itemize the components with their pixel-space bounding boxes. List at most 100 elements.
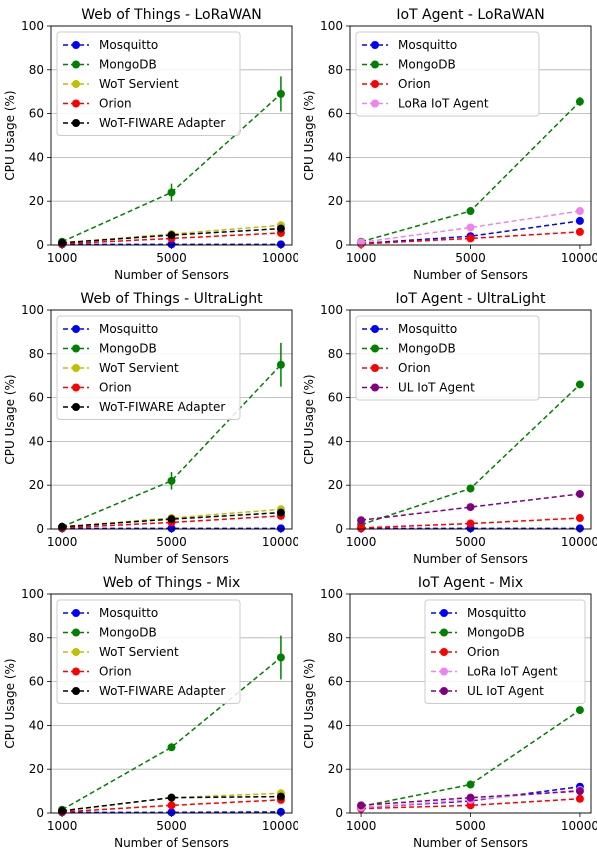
legend-marker: [371, 384, 379, 392]
y-axis-label: CPU Usage (%): [302, 374, 316, 464]
x-axis-label: Number of Sensors: [413, 836, 528, 850]
data-point: [357, 801, 365, 809]
data-point: [277, 654, 285, 662]
chart-title: Web of Things - Mix: [103, 575, 241, 591]
y-tick-label: 60: [328, 391, 343, 405]
data-point: [467, 234, 475, 242]
legend-marker: [371, 100, 379, 108]
legend-marker: [72, 384, 80, 392]
data-point: [168, 794, 176, 802]
y-tick-label: 40: [29, 150, 44, 164]
data-point: [277, 361, 285, 369]
y-axis-label: CPU Usage (%): [3, 658, 17, 748]
legend-marker: [371, 345, 379, 353]
y-tick-label: 80: [328, 63, 343, 77]
data-point: [576, 706, 584, 714]
y-tick-label: 20: [328, 478, 343, 492]
x-tick-label: 1000: [47, 251, 78, 265]
legend-label: WoT Servient: [99, 361, 179, 375]
y-tick-label: 60: [29, 675, 44, 689]
y-tick-label: 0: [335, 806, 343, 820]
x-tick-label: 10000: [561, 535, 597, 549]
data-point: [467, 207, 475, 215]
x-axis-label: Number of Sensors: [114, 552, 229, 566]
legend-label: WoT-FIWARE Adapter: [99, 116, 225, 130]
y-tick-label: 40: [29, 718, 44, 732]
x-tick-label: 10000: [262, 819, 298, 833]
legend-label: Mosquitto: [467, 606, 526, 620]
data-point: [277, 225, 285, 233]
legend-label: Orion: [99, 381, 132, 395]
data-point: [467, 520, 475, 528]
legend-label: Orion: [398, 361, 431, 375]
data-point: [467, 794, 475, 802]
y-tick-label: 60: [29, 391, 44, 405]
legend-marker: [72, 41, 80, 49]
y-tick-label: 0: [335, 238, 343, 252]
x-tick-label: 1000: [346, 819, 377, 833]
data-point: [576, 787, 584, 795]
data-point: [277, 808, 285, 816]
x-tick-label: 1000: [47, 819, 78, 833]
data-point: [576, 98, 584, 106]
legend-marker: [371, 61, 379, 69]
x-axis-label: Number of Sensors: [413, 268, 528, 282]
legend-label: Mosquitto: [99, 38, 158, 52]
y-tick-label: 20: [29, 762, 44, 776]
legend-label: MongoDB: [467, 626, 525, 640]
y-tick-label: 60: [328, 107, 343, 121]
legend-marker: [72, 119, 80, 127]
data-point: [576, 228, 584, 236]
legend-marker: [72, 61, 80, 69]
chart-title: Web of Things - LoRaWAN: [81, 7, 261, 23]
legend-marker: [72, 345, 80, 353]
y-tick-label: 20: [328, 762, 343, 776]
legend-label: MongoDB: [398, 342, 456, 356]
data-point: [168, 808, 176, 816]
x-tick-label: 5000: [455, 819, 486, 833]
y-tick-label: 60: [29, 107, 44, 121]
legend-label: Mosquitto: [99, 606, 158, 620]
data-point: [58, 239, 66, 247]
y-tick-label: 0: [335, 522, 343, 536]
legend-label: LoRa IoT Agent: [467, 665, 558, 679]
x-tick-label: 1000: [346, 251, 377, 265]
data-point: [357, 524, 365, 532]
data-point: [467, 484, 475, 492]
data-point: [58, 523, 66, 531]
legend-label: WoT-FIWARE Adapter: [99, 684, 225, 698]
data-point: [576, 217, 584, 225]
legend-label: Orion: [467, 645, 500, 659]
y-tick-label: 20: [328, 194, 343, 208]
legend-marker: [371, 41, 379, 49]
chart-title: IoT Agent - Mix: [418, 575, 523, 591]
data-point: [168, 477, 176, 485]
data-point: [357, 516, 365, 524]
y-tick-label: 20: [29, 194, 44, 208]
series-line: [361, 102, 580, 242]
y-tick-label: 80: [29, 631, 44, 645]
legend-marker: [72, 80, 80, 88]
x-tick-label: 1000: [346, 535, 377, 549]
legend-label: WoT Servient: [99, 645, 179, 659]
data-point: [58, 807, 66, 815]
data-point: [168, 188, 176, 196]
y-tick-label: 80: [328, 347, 343, 361]
y-tick-label: 100: [21, 19, 44, 33]
y-tick-label: 100: [320, 19, 343, 33]
data-point: [576, 380, 584, 388]
legend-label: MongoDB: [99, 58, 157, 72]
data-point: [576, 490, 584, 498]
legend-label: Mosquitto: [99, 322, 158, 336]
x-tick-label: 10000: [561, 819, 597, 833]
x-tick-label: 5000: [156, 819, 187, 833]
y-tick-label: 40: [328, 150, 343, 164]
legend-marker: [440, 609, 448, 617]
